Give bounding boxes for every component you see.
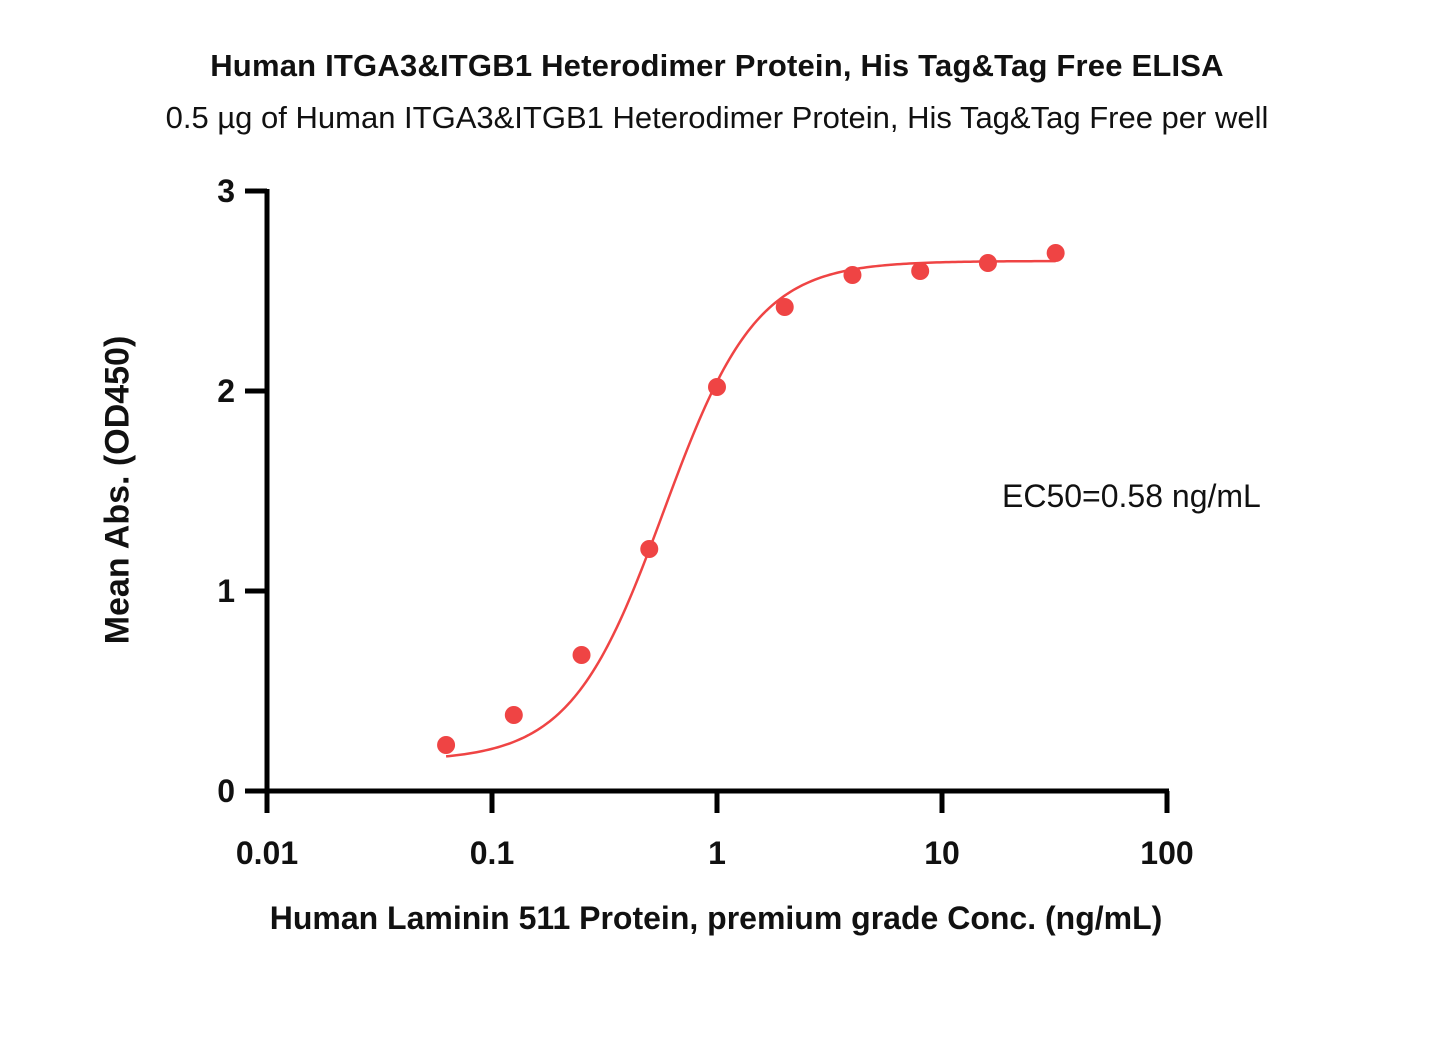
- data-point: [843, 266, 862, 284]
- data-point: [437, 736, 456, 754]
- data-point: [978, 254, 997, 272]
- data-point: [775, 298, 794, 316]
- data-point: [911, 262, 930, 280]
- data-point: [708, 378, 726, 396]
- data-point: [572, 646, 591, 664]
- chart-title: Human ITGA3&ITGB1 Heterodimer Protein, H…: [210, 48, 1224, 83]
- tick-layer: 0 1 2 3 0.01 0.1 1 10 100: [217, 173, 1193, 871]
- x-tick-label: 0.01: [236, 835, 298, 871]
- y-tick-label: 2: [217, 373, 235, 409]
- y-tick-label: 1: [217, 573, 235, 609]
- fit-curve: [445, 259, 1056, 758]
- y-tick-label: 3: [217, 173, 235, 209]
- chart-subtitle: 0.5 µg of Human ITGA3&ITGB1 Heterodimer …: [165, 100, 1269, 135]
- data-point: [1046, 244, 1065, 262]
- x-tick-label: 10: [924, 835, 960, 871]
- data-point: [640, 540, 659, 558]
- y-axis-label: Mean Abs. (OD450): [98, 335, 137, 645]
- data-point: [504, 706, 523, 724]
- x-axis-label: Human Laminin 511 Protein, premium grade…: [269, 900, 1163, 936]
- ec50-annotation: EC50=0.58 ng/mL: [1002, 478, 1261, 514]
- fit-curve-layer: [445, 259, 1056, 758]
- data-points: [437, 244, 1065, 754]
- y-tick-label: 0: [217, 773, 235, 809]
- x-tick-label: 100: [1140, 835, 1193, 871]
- x-tick-label: 0.1: [470, 835, 514, 871]
- x-tick-label: 1: [708, 835, 726, 871]
